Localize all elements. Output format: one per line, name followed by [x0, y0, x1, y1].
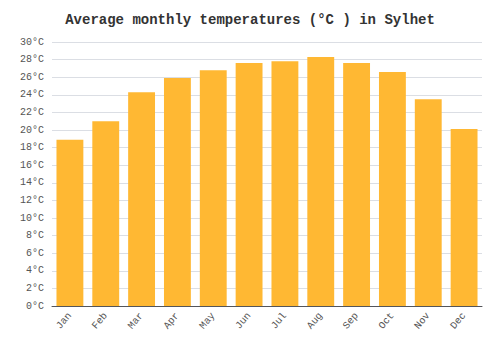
- svg-text:Jun: Jun: [233, 310, 253, 331]
- svg-text:22°C: 22°C: [20, 107, 44, 118]
- svg-text:4°C: 4°C: [26, 265, 44, 276]
- svg-text:Mar: Mar: [126, 310, 146, 331]
- svg-text:Jan: Jan: [54, 310, 74, 331]
- svg-text:28°C: 28°C: [20, 54, 44, 65]
- svg-text:2°C: 2°C: [26, 283, 44, 294]
- svg-text:18°C: 18°C: [20, 142, 44, 153]
- svg-text:10°C: 10°C: [20, 213, 44, 224]
- svg-text:14°C: 14°C: [20, 177, 44, 188]
- svg-text:Apr: Apr: [162, 310, 182, 331]
- svg-text:26°C: 26°C: [20, 72, 44, 83]
- svg-text:0°C: 0°C: [26, 301, 44, 312]
- svg-text:Aug: Aug: [305, 310, 325, 331]
- svg-text:Feb: Feb: [90, 310, 110, 331]
- svg-text:8°C: 8°C: [26, 230, 44, 241]
- svg-text:Dec: Dec: [448, 310, 468, 331]
- svg-text:May: May: [197, 310, 217, 331]
- svg-text:Sep: Sep: [341, 310, 361, 331]
- svg-text:Average monthly temperatures (: Average monthly temperatures (°C ) in Sy…: [65, 12, 435, 28]
- svg-text:Nov: Nov: [412, 310, 432, 331]
- svg-text:30°C: 30°C: [20, 37, 44, 48]
- svg-text:16°C: 16°C: [20, 160, 44, 171]
- svg-text:Oct: Oct: [377, 310, 397, 331]
- svg-text:24°C: 24°C: [20, 89, 44, 100]
- svg-text:6°C: 6°C: [26, 248, 44, 259]
- svg-text:Jul: Jul: [269, 310, 289, 331]
- svg-text:20°C: 20°C: [20, 125, 44, 136]
- svg-text:12°C: 12°C: [20, 195, 44, 206]
